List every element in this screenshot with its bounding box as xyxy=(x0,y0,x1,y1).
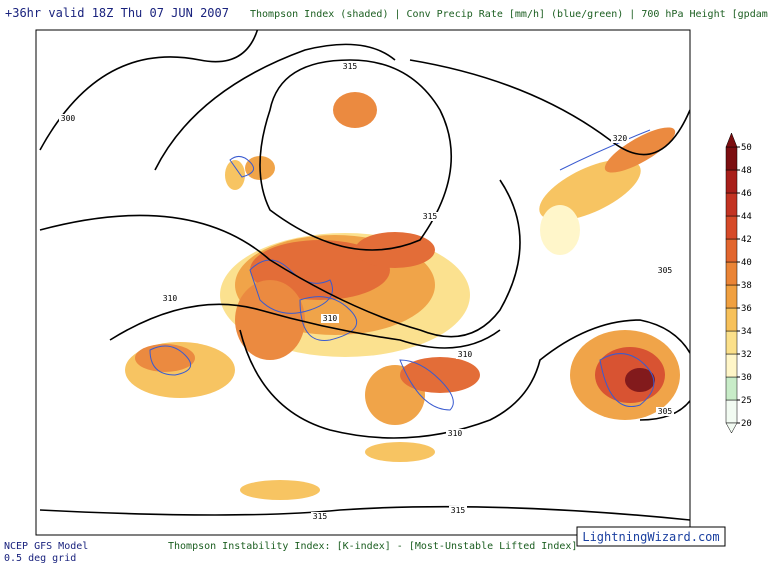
colorbar-tick-label: 25 xyxy=(741,396,752,406)
contour-label: 305 xyxy=(658,407,673,416)
precip-contours xyxy=(149,129,655,411)
footer-model: NCEP GFS Model xyxy=(4,541,88,552)
header-left: +36hr valid 18Z Thu 07 JUN 2007 xyxy=(5,6,229,20)
colorbar-segment xyxy=(725,146,738,171)
colorbar-tick-label: 20 xyxy=(741,419,752,429)
colorbar-segment xyxy=(725,215,738,240)
contour-label-bg xyxy=(656,266,674,275)
colorbar-tick-label: 44 xyxy=(741,212,752,222)
contour-label-bg xyxy=(321,314,339,323)
colorbar-segment xyxy=(725,376,738,401)
colorbar-bottom-arrow xyxy=(725,422,738,434)
colorbar-tick-label: 42 xyxy=(741,235,752,245)
colorbar-segment xyxy=(725,169,738,194)
colorbar-tick-label: 34 xyxy=(741,327,752,337)
colorbar-tick-label: 40 xyxy=(741,258,752,268)
height-contours xyxy=(39,30,690,521)
contour-label: 320 xyxy=(613,134,628,143)
colorbar-segment xyxy=(725,330,738,355)
colorbar: 20 25 30 32 34 36 38 40 42 44 46 48 50 xyxy=(725,132,752,434)
contour-label: 315 xyxy=(343,62,358,71)
colorbar-segment xyxy=(725,399,738,424)
contour-label: 310 xyxy=(458,350,473,359)
contour-label: 315 xyxy=(423,212,438,221)
contour-label: 310 xyxy=(323,314,338,323)
colorbar-tick-label: 46 xyxy=(741,189,752,199)
contour-label: 300 xyxy=(61,114,76,123)
contour-label-bg xyxy=(59,114,77,123)
contour-label-bg xyxy=(311,512,329,521)
contour-label: 315 xyxy=(451,506,466,515)
contour-label-bg xyxy=(161,294,179,303)
colorbar-tick-label: 30 xyxy=(741,373,752,383)
colorbar-segment xyxy=(725,307,738,332)
footer-grid: 0.5 deg grid xyxy=(4,553,76,564)
colorbar-tick-label: 32 xyxy=(741,350,752,360)
contour-label-bg xyxy=(656,407,674,416)
shading xyxy=(125,92,680,500)
colorbar-tick-label: 48 xyxy=(741,166,752,176)
colorbar-tick-label: 38 xyxy=(741,281,752,291)
colorbar-tick-label: 50 xyxy=(741,143,752,153)
contour-label: 305 xyxy=(658,266,673,275)
brand-box xyxy=(576,526,726,547)
map-area: 300 315 320 315 310 310 310 310 305 305 315 315 xyxy=(35,29,691,536)
colorbar-segment xyxy=(725,238,738,263)
contour-label-bg xyxy=(611,134,629,143)
contour-label: 310 xyxy=(448,429,463,438)
contour-label: 310 xyxy=(163,294,178,303)
contour-label: 315 xyxy=(313,512,328,521)
brand[interactable]: LightningWizard.com xyxy=(582,530,719,544)
contour-label-bg xyxy=(421,212,439,221)
colorbar-segment xyxy=(725,192,738,217)
header-right: Thompson Index (shaded) | Conv Precip Ra… xyxy=(250,9,768,20)
footer-formula: Thompson Instability Index: [K-index] - … xyxy=(168,541,577,552)
colorbar-segment xyxy=(725,353,738,378)
contour-label-bg xyxy=(341,62,359,71)
colorbar-segment xyxy=(725,261,738,286)
contour-label-bg xyxy=(456,350,474,359)
colorbar-segment xyxy=(725,284,738,309)
contour-label-bg xyxy=(446,429,464,438)
colorbar-tick-label: 36 xyxy=(741,304,752,314)
colorbar-top-arrow xyxy=(725,132,738,148)
contour-label-bg xyxy=(449,506,467,515)
